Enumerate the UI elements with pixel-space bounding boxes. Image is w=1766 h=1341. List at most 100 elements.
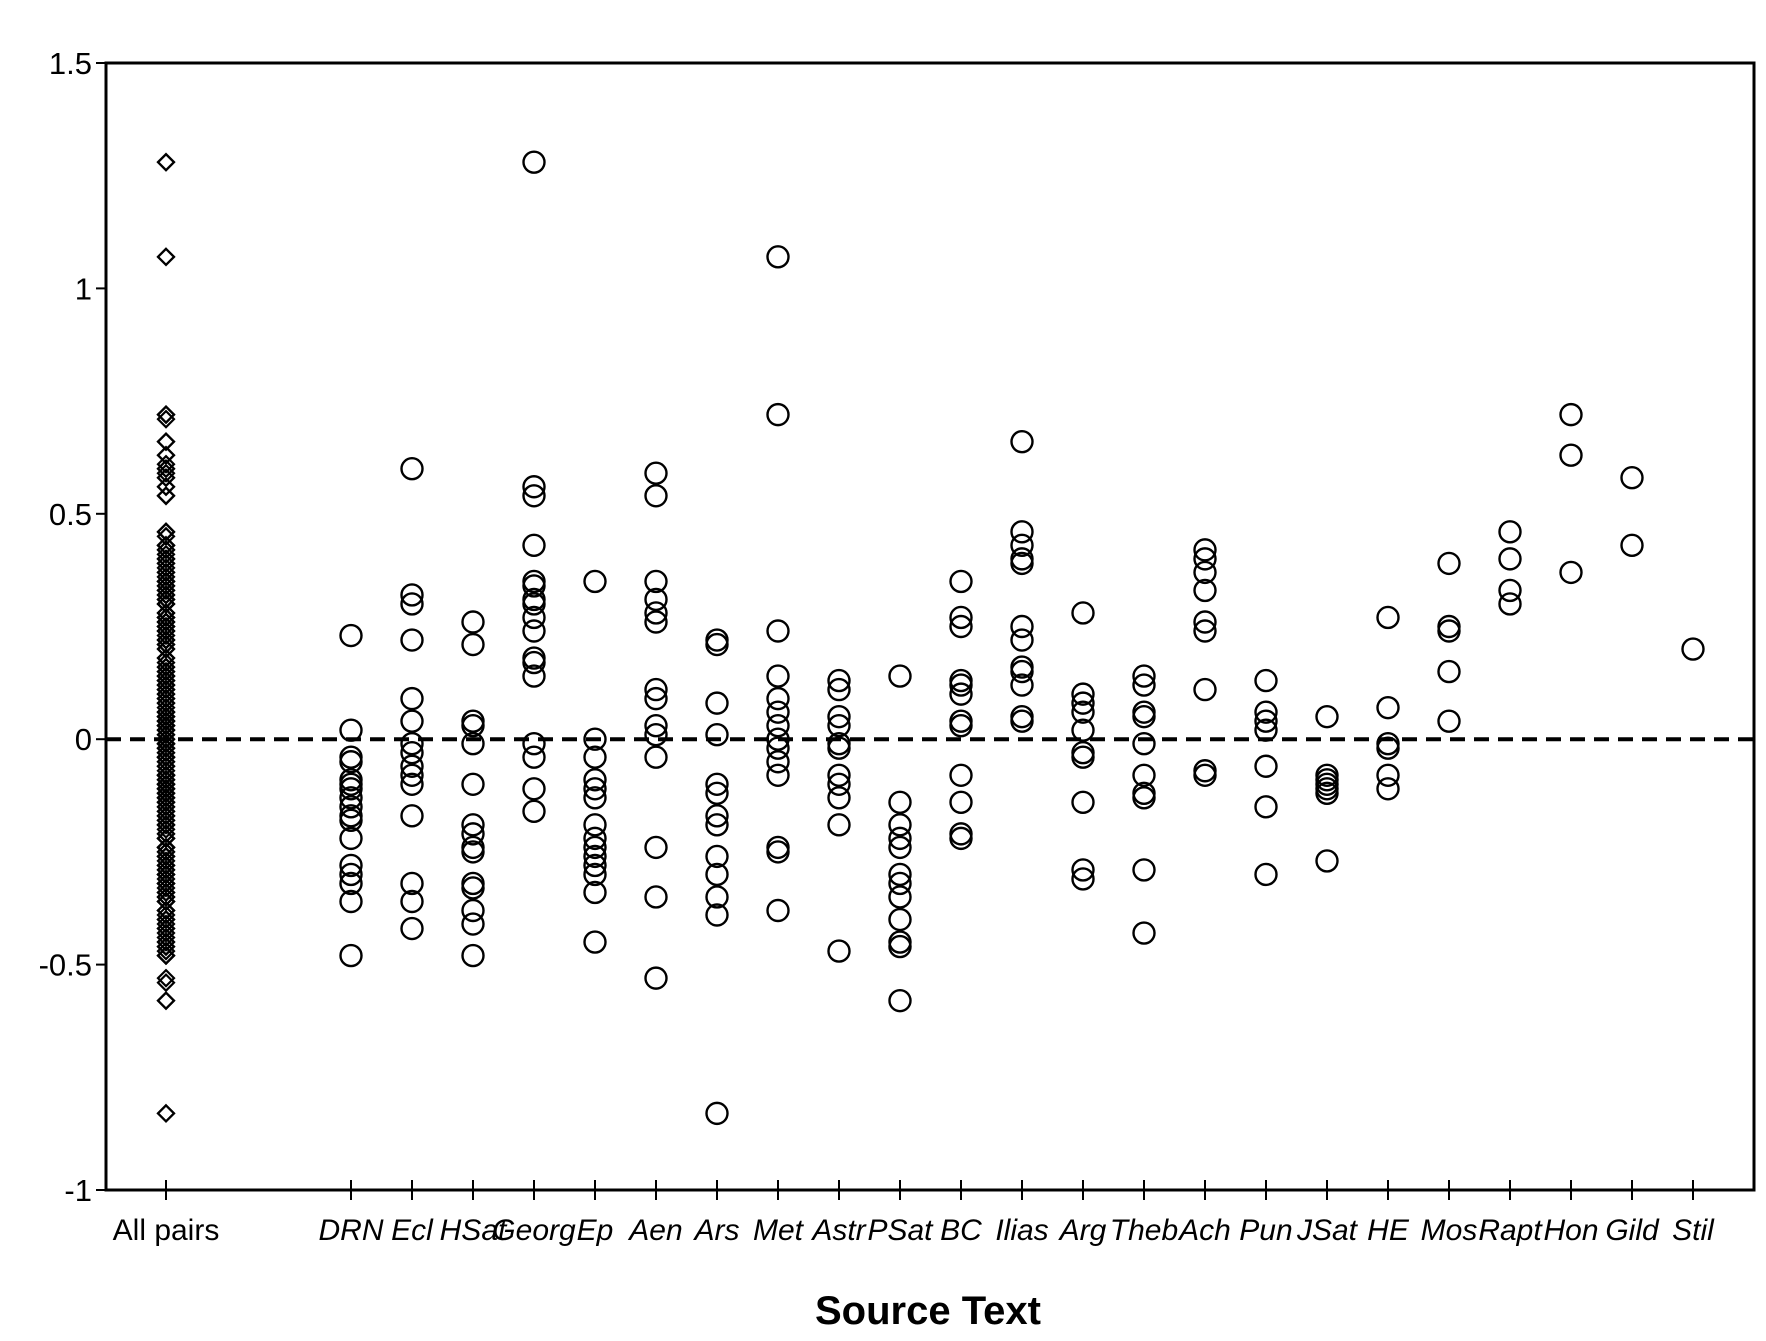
data-point-all-pairs — [156, 774, 176, 794]
data-point-hsat — [461, 632, 485, 657]
data-point-astr — [827, 668, 851, 693]
data-point-ars — [705, 862, 729, 887]
data-point-theb — [1132, 732, 1156, 756]
data-point-georg — [522, 533, 546, 558]
data-point-aen — [644, 966, 668, 990]
data-point-hsat — [461, 943, 485, 968]
data-point-all-pairs — [156, 927, 176, 948]
data-point-georg — [522, 777, 546, 801]
data-point-drn — [339, 871, 363, 896]
data-point-all-pairs — [156, 603, 176, 623]
data-point-bc — [949, 826, 973, 851]
data-point-all-pairs — [156, 810, 176, 830]
data-point-theb — [1132, 921, 1156, 945]
data-point-ilias — [1010, 628, 1034, 652]
data-point-ecl — [400, 916, 424, 941]
data-point-ach — [1193, 538, 1217, 562]
data-point-all-pairs — [156, 729, 176, 749]
data-point-all-pairs — [156, 684, 176, 704]
data-point-georg — [522, 574, 546, 598]
data-point-theb — [1132, 700, 1156, 724]
data-point-ach — [1193, 560, 1217, 585]
data-point-ep — [583, 777, 607, 801]
data-point-arg — [1071, 718, 1095, 742]
data-point-georg — [522, 664, 546, 688]
data-point-ars — [705, 844, 729, 869]
data-point-all-pairs — [156, 783, 176, 803]
data-point-ars — [705, 628, 729, 652]
data-point-ach — [1193, 578, 1217, 603]
data-point-hsat — [461, 876, 485, 900]
data-point-all-pairs — [156, 526, 176, 546]
data-point-all-pairs — [156, 846, 176, 866]
data-point-ep — [583, 880, 607, 905]
data-point-georg — [522, 605, 546, 630]
data-point-all-pairs — [156, 648, 176, 668]
data-point-all-pairs — [156, 991, 176, 1011]
data-point-ilias — [1010, 533, 1034, 558]
data-point-ecl — [400, 457, 424, 481]
y-tick-label: 0.5 — [49, 497, 92, 532]
data-point-ach — [1193, 619, 1217, 643]
data-point-met — [766, 898, 790, 923]
data-point-all-pairs — [156, 720, 176, 740]
data-point-all-pairs — [156, 792, 176, 812]
data-point-jsat — [1315, 849, 1339, 873]
data-point-georg — [522, 484, 546, 508]
y-tick-label: -0.5 — [39, 948, 92, 983]
data-point-all-pairs — [156, 1103, 176, 1123]
x-tick-label: HSat — [440, 1214, 508, 1247]
data-point-arg — [1071, 741, 1095, 765]
data-point-ach — [1193, 547, 1217, 571]
data-point-theb — [1132, 664, 1156, 688]
data-point-hsat — [461, 713, 485, 738]
data-point-drn — [339, 795, 363, 819]
data-point-aen — [644, 610, 668, 634]
data-point-all-pairs — [156, 819, 176, 839]
data-point-all-pairs — [156, 864, 176, 884]
data-point-he — [1376, 763, 1400, 787]
y-tick-label: 0 — [75, 722, 92, 757]
x-tick-label: Astr — [810, 1214, 866, 1247]
data-point-all-pairs — [156, 540, 176, 560]
data-point-pun — [1254, 700, 1278, 724]
data-point-met — [766, 402, 790, 427]
data-point-pun — [1254, 668, 1278, 693]
data-point-mos — [1437, 709, 1461, 733]
data-point-georg — [522, 150, 546, 174]
data-point-psat — [888, 835, 912, 860]
data-point-ep — [583, 844, 607, 869]
data-point-met — [766, 713, 790, 738]
data-point-all-pairs — [156, 454, 176, 474]
data-point-ep — [583, 727, 607, 751]
data-point-all-pairs — [156, 445, 176, 465]
data-point-theb — [1132, 763, 1156, 787]
data-point-bc — [949, 763, 973, 787]
data-point-met — [766, 736, 790, 760]
data-point-hsat — [461, 732, 485, 756]
data-point-all-pairs — [156, 585, 176, 605]
x-tick-label: Rapt — [1478, 1214, 1543, 1247]
data-point-hsat — [461, 898, 485, 923]
data-point-ecl — [400, 804, 424, 828]
data-point-all-pairs — [156, 711, 176, 731]
data-point-pun — [1254, 718, 1278, 742]
data-point-psat — [888, 871, 912, 896]
data-point-bc — [949, 569, 973, 594]
data-point-bc — [949, 713, 973, 738]
data-point-arg — [1071, 700, 1095, 724]
data-point-pun — [1254, 754, 1278, 778]
data-point-ep — [583, 835, 607, 860]
data-point-ars — [705, 804, 729, 828]
data-point-all-pairs — [156, 837, 176, 857]
data-point-georg — [522, 650, 546, 675]
y-tick-label: 1.5 — [49, 46, 92, 81]
data-point-met — [766, 835, 790, 860]
data-point-ep — [583, 930, 607, 954]
data-point-all-pairs — [156, 477, 176, 497]
x-tick-label: JSat — [1296, 1214, 1359, 1247]
data-point-all-pairs — [156, 405, 176, 425]
data-point-ecl — [400, 772, 424, 796]
data-point-ep — [583, 768, 607, 792]
data-point-all-pairs — [156, 855, 176, 875]
